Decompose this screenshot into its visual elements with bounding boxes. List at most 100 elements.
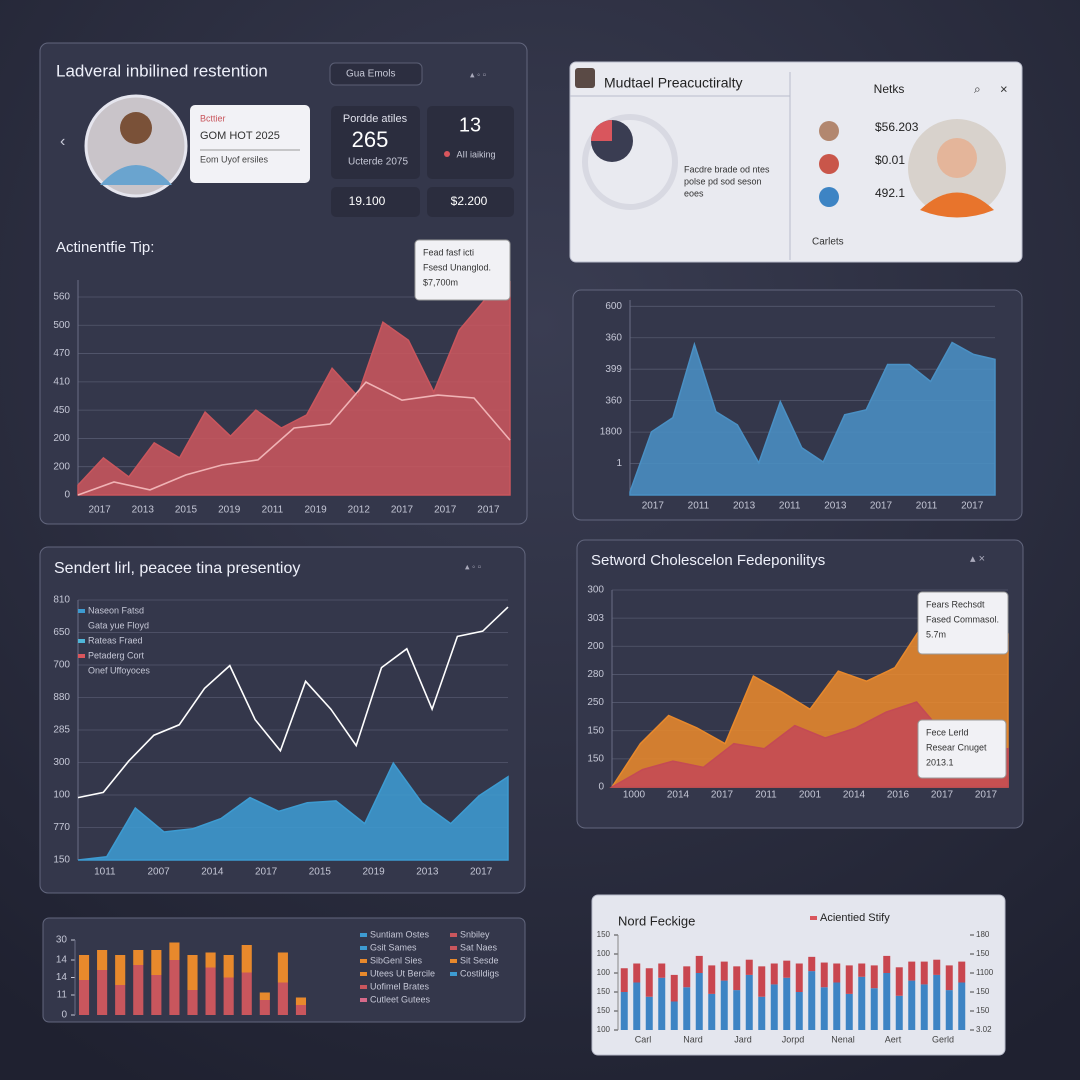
bar (115, 955, 126, 985)
x-tick-label: 2012 (348, 505, 371, 516)
stat-label: Pordde atiles (343, 113, 408, 125)
x-tick-label: 1000 (623, 790, 646, 801)
x-tick-label: 2017 (642, 501, 665, 512)
y-tick-label: 410 (53, 376, 70, 387)
back-arrow[interactable]: ‹ (60, 133, 65, 150)
legend-label: Onef Uffoyoces (88, 665, 150, 675)
y-tick-label: 399 (605, 364, 622, 375)
x-tick-label: 2011 (755, 790, 777, 801)
bar (770, 984, 778, 1030)
legend-swatch (810, 916, 817, 920)
x-tick-label: 2013 (132, 505, 155, 516)
y-tick-label: 650 (53, 627, 70, 638)
x-tick-label: Gerld (932, 1034, 954, 1044)
donut (582, 114, 678, 210)
bar (883, 973, 891, 1030)
bar (620, 968, 628, 992)
panel (569, 61, 1023, 263)
line (77, 606, 509, 799)
legend-swatch (360, 959, 367, 963)
description: Facdre brade od ntes (684, 164, 770, 174)
x-tick-label: 2011 (916, 501, 938, 512)
bar (958, 961, 966, 983)
stat-value: 13 (459, 114, 481, 136)
bar (895, 995, 903, 1030)
description: eoes (684, 188, 704, 198)
icons[interactable]: ▴ ◦ ▫ (470, 69, 486, 79)
stat-value: 265 (352, 127, 389, 152)
x-tick-label: 2017 (711, 790, 734, 801)
area (77, 761, 509, 861)
x-tick-label: Carl (635, 1034, 652, 1044)
bar (808, 956, 816, 972)
y-tick-label: 0 (61, 1010, 67, 1021)
legend-swatch (450, 933, 457, 937)
y-tick-label: 450 (53, 405, 70, 416)
bar (708, 993, 716, 1030)
bar (833, 982, 841, 1030)
legend-swatch (360, 998, 367, 1002)
y-tick-label: 250 (587, 697, 604, 708)
legend-label: Costildigs (460, 968, 500, 978)
bar (745, 959, 753, 975)
x-tick-label: 2017 (470, 867, 493, 878)
legend-label: Naseon Fatsd (88, 605, 144, 615)
bar (733, 990, 741, 1030)
search-text[interactable]: Gua Emols (346, 69, 395, 80)
legend-label: SibGenl Sies (370, 955, 423, 965)
legend-label: Rateas Fraed (88, 635, 143, 645)
y-tick-label: 810 (53, 595, 70, 606)
close-icon[interactable]: × (1000, 81, 1008, 96)
x-tick-label: 2017 (434, 505, 457, 516)
icons[interactable]: ▴ ◦ ▫ (465, 561, 481, 571)
bar (758, 966, 766, 997)
footer-link[interactable]: Carlets (812, 237, 844, 248)
legend-swatch (78, 609, 85, 613)
x-tick-label: 2013 (824, 501, 847, 512)
x-tick-label: 2019 (218, 505, 241, 516)
x-tick-label: 2001 (799, 790, 822, 801)
icons[interactable]: ▴ × (970, 553, 985, 565)
y-tick-label: 100 (597, 968, 611, 977)
avatar (819, 121, 839, 141)
bar (908, 980, 916, 1030)
bar (858, 963, 866, 977)
search-box[interactable] (329, 62, 423, 86)
legend-label: Utees Ut Bercile (370, 968, 435, 978)
y-tick-label: 300 (53, 757, 70, 768)
x-tick-label: Jorpd (782, 1034, 805, 1044)
bar (908, 961, 916, 981)
y-tick-label: 200 (53, 433, 70, 444)
bar (770, 963, 778, 985)
y-tick-label: 470 (53, 348, 70, 359)
bar (695, 973, 703, 1030)
tooltip (917, 591, 1009, 655)
bar (205, 952, 216, 968)
legend-label: Petaderg Cort (88, 650, 145, 660)
legend-swatch (78, 639, 85, 643)
y2-tick-label: 150 (976, 987, 990, 996)
bar (133, 965, 144, 1015)
chart-title: Sendert lirl, peacee tina presentioy (54, 560, 300, 577)
y-tick-label: 280 (587, 669, 604, 680)
x-tick-label: 1011 (94, 867, 116, 878)
bar (720, 980, 728, 1030)
tooltip-text: 5.7m (926, 629, 946, 639)
y-tick-label: 360 (605, 395, 622, 406)
bar (683, 966, 691, 988)
bar (295, 997, 307, 1005)
search-icon[interactable]: ⌕ (974, 82, 981, 96)
y-tick-label: 14 (56, 955, 68, 966)
y-tick-label: 0 (598, 782, 604, 793)
bar (115, 985, 126, 1015)
tab[interactable]: Netks (874, 82, 905, 96)
stat-value: 19.100 (349, 194, 386, 208)
x-tick-label: 2019 (304, 505, 327, 516)
bar (645, 968, 653, 997)
row-value: $56.203 (875, 120, 919, 134)
bar (845, 993, 853, 1030)
bar (133, 950, 144, 965)
legend-label: Suntiam Ostes (370, 929, 430, 939)
y-tick-label: 150 (597, 987, 611, 996)
x-tick-label: 2017 (975, 790, 998, 801)
